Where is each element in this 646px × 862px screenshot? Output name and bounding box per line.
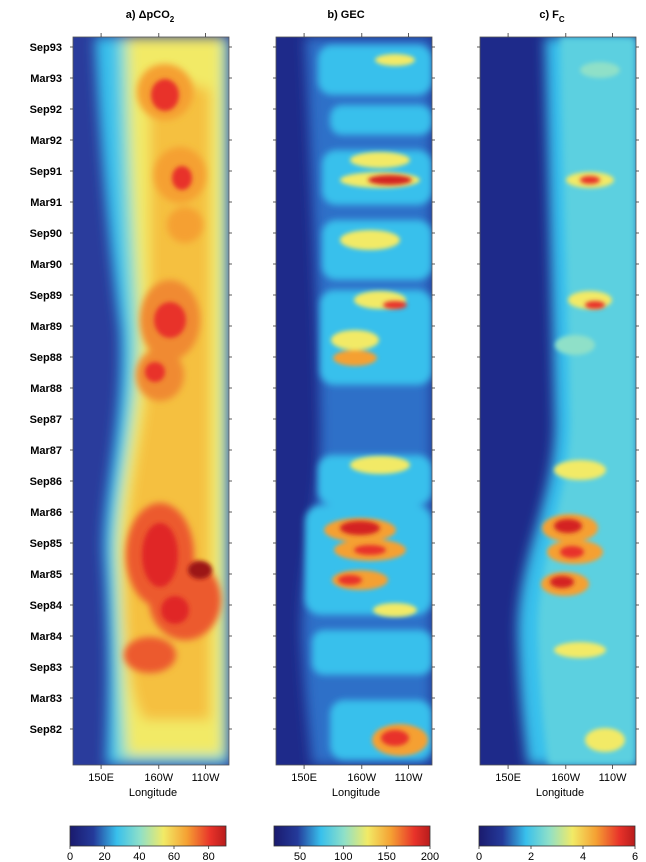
colorbar-tick-label: 100 (334, 851, 352, 862)
colorbar-tick-label: 2 (528, 851, 534, 862)
colorbar-tick-label: 50 (294, 851, 306, 862)
y-tick-label: Sep85 (30, 538, 62, 550)
y-tick-label: Sep89 (30, 290, 62, 302)
x-tick-label: 160W (551, 772, 580, 784)
y-tick-label: Sep86 (30, 476, 62, 488)
axes-and-labels: Sep93 Mar93 Sep92 Mar92 Sep91 Mar91 Sep90 Mar90… (30, 33, 639, 862)
panel-b-gec: b) GEC (275, 9, 433, 766)
panel-b-heatmap (276, 37, 432, 765)
x-tick-label: 110W (599, 772, 628, 784)
y-tick-label: Mar83 (30, 693, 62, 705)
y-tick-label: Sep82 (30, 724, 62, 736)
y-tick-label: Sep91 (30, 166, 62, 178)
panel-c-fc: c) FC (479, 9, 637, 766)
y-tick-label: Sep84 (30, 600, 63, 612)
x-axis-label: Longitude (536, 787, 584, 799)
y-tick-label: Sep90 (30, 228, 62, 240)
x-tick-label: 160W (144, 772, 173, 784)
colorbar (478, 825, 636, 847)
colorbar-tick-label: 80 (203, 851, 215, 862)
y-tick-label: Mar91 (30, 197, 62, 209)
panel-b-title: b) GEC (327, 9, 364, 21)
colorbar (273, 825, 431, 847)
y-tick-label: Mar89 (30, 321, 62, 333)
x-tick-label: 160W (347, 772, 376, 784)
colorbar (69, 825, 227, 847)
panel-a-delta-pco2: a) ΔpCO2 (72, 9, 230, 766)
y-tick-label: Sep87 (30, 414, 62, 426)
y-tick-label: Mar86 (30, 507, 62, 519)
colorbar-tick-label: 200 (421, 851, 439, 862)
x-tick-label: 150E (88, 772, 114, 784)
panel-c-heatmap (480, 37, 636, 765)
y-tick-label: Mar87 (30, 445, 62, 457)
panel-c-title: c) FC (539, 9, 565, 24)
colorbar-tick-label: 4 (580, 851, 586, 862)
x-tick-label: 110W (395, 772, 424, 784)
y-tick-label: Sep83 (30, 662, 62, 674)
colorbar-tick-label: 0 (476, 851, 482, 862)
x-tick-label: 110W (192, 772, 221, 784)
y-tick-label: Mar92 (30, 135, 62, 147)
y-tick-label: Mar90 (30, 259, 62, 271)
y-tick-label: Mar88 (30, 383, 62, 395)
y-tick-label: Mar85 (30, 569, 62, 581)
x-axis-label: Longitude (129, 787, 177, 799)
y-tick-label: Mar84 (30, 631, 63, 643)
y-tick-label: Mar93 (30, 73, 62, 85)
x-tick-label: 150E (291, 772, 317, 784)
panel-a-title: a) ΔpCO2 (126, 9, 175, 24)
x-axis-label: Longitude (332, 787, 380, 799)
colorbar-tick-label: 20 (99, 851, 111, 862)
panel-a-heatmap (73, 37, 229, 765)
colorbar-tick-label: 0 (67, 851, 73, 862)
colorbar-tick-label: 150 (377, 851, 395, 862)
colorbar-tick-label: 40 (133, 851, 145, 862)
y-tick-label: Sep92 (30, 104, 62, 116)
y-tick-label: Sep93 (30, 42, 62, 54)
y-tick-label: Sep88 (30, 352, 62, 364)
colorbar-tick-label: 60 (168, 851, 180, 862)
x-tick-label: 150E (495, 772, 521, 784)
colorbar-tick-label: 6 (632, 851, 638, 862)
